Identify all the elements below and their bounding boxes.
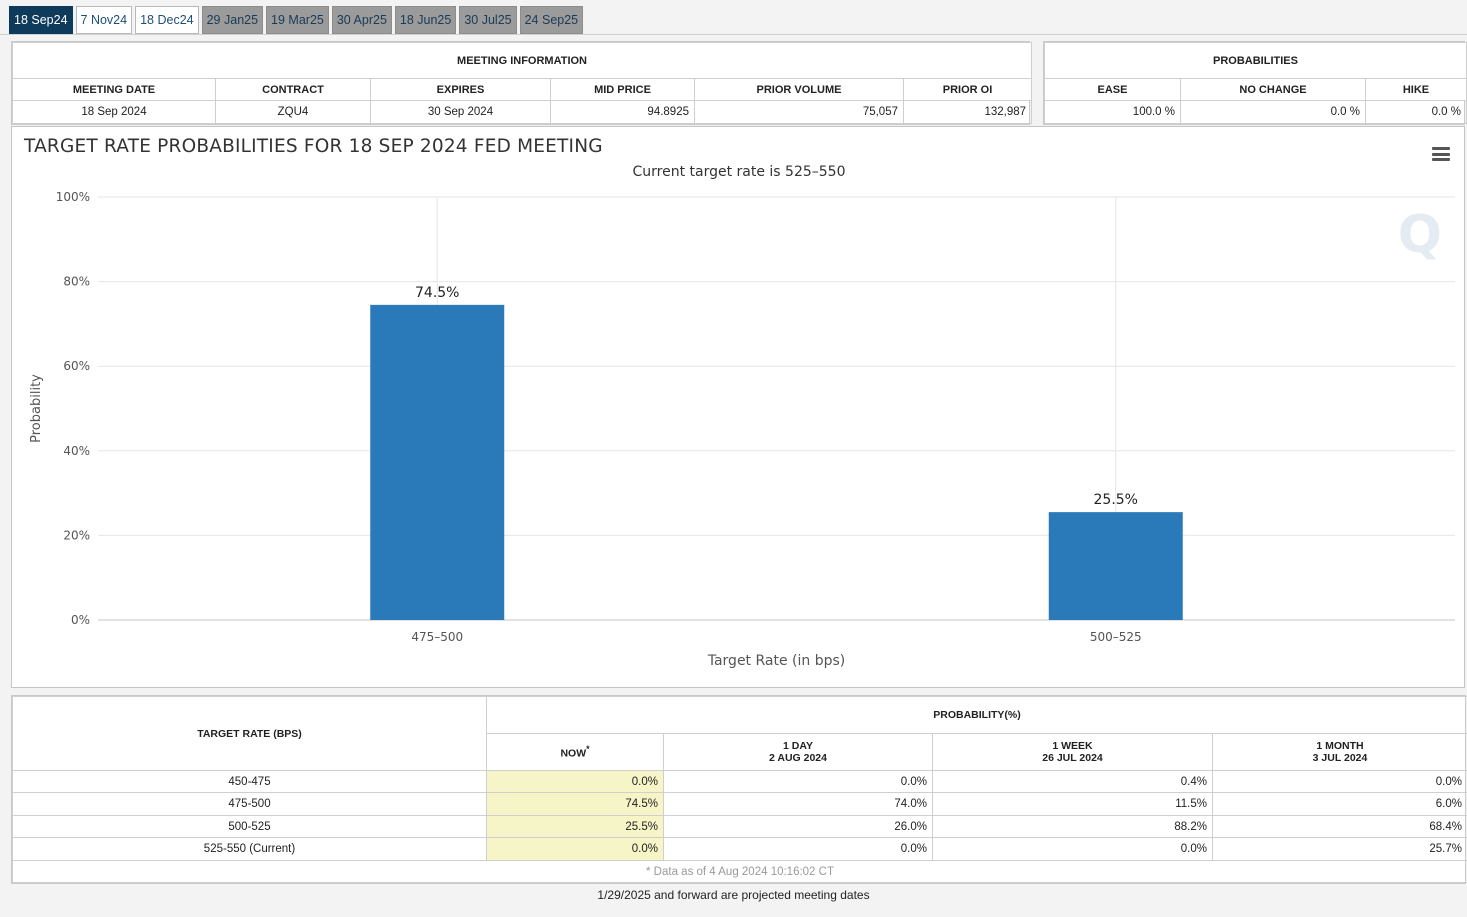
hamburger-menu-icon[interactable] <box>1432 147 1450 161</box>
x-tick-label: 475–500 <box>411 630 463 644</box>
meeting-tabs: 18 Sep24 7 Nov24 18 Dec24 29 Jan25 19 Ma… <box>9 6 584 34</box>
header-1-week: 1 WEEK 26 JUL 2024 <box>932 733 1213 771</box>
y-tick-label: 20% <box>63 528 90 542</box>
now-asterisk: * <box>586 744 590 755</box>
y-tick-label: 80% <box>63 275 90 289</box>
y-tick-label: 100% <box>56 190 90 204</box>
day-cell: 0.0% <box>663 770 933 793</box>
day-cell: 74.0% <box>663 792 933 816</box>
header-1-day: 1 DAY 2 AUG 2024 <box>663 733 933 771</box>
mid-price-value: 94.8925 <box>550 100 695 124</box>
projected-dates-note: 1/29/2025 and forward are projected meet… <box>597 888 870 902</box>
month-cell: 25.7% <box>1212 837 1467 861</box>
bar-500–525 <box>1048 512 1183 620</box>
table-row: 475-500 74.5% 74.0% 11.5% 6.0% <box>12 792 1467 816</box>
rate-cell: 525-550 (Current) <box>12 837 487 861</box>
x-axis-title: Target Rate (in bps) <box>707 653 846 669</box>
prior-oi-value: 132,987 <box>902 100 1033 124</box>
tab-7-nov24[interactable]: 7 Nov24 <box>75 6 133 34</box>
meeting-date-value: 18 Sep 2024 <box>12 100 216 124</box>
table-row: 500-525 25.5% 26.0% 88.2% 68.4% <box>12 815 1467 838</box>
month-cell: 68.4% <box>1212 815 1467 838</box>
header-ease: EASE <box>1044 78 1181 101</box>
week-cell: 88.2% <box>932 815 1213 838</box>
y-axis-title: Probability <box>29 374 44 443</box>
probabilities-table: PROBABILITIES EASE NO CHANGE HIKE 100.0 … <box>1044 42 1467 124</box>
probabilities-panel: PROBABILITIES EASE NO CHANGE HIKE 100.0 … <box>1043 41 1467 125</box>
bar-475–500 <box>370 304 505 620</box>
week-cell: 0.0% <box>932 837 1213 861</box>
tab-30-apr25[interactable]: 30 Apr25 <box>331 6 392 34</box>
header-meeting-date: MEETING DATE <box>12 78 216 101</box>
now-cell: 0.0% <box>486 770 664 793</box>
tab-18-sep24[interactable]: 18 Sep24 <box>9 6 73 34</box>
header-expires: EXPIRES <box>370 78 551 101</box>
expires-value: 30 Sep 2024 <box>370 100 551 124</box>
ease-value: 100.0 % <box>1044 100 1181 124</box>
header-hike: HIKE <box>1365 78 1467 101</box>
hike-value: 0.0 % <box>1365 100 1467 124</box>
tab-18-dec24[interactable]: 18 Dec24 <box>135 6 199 34</box>
y-tick-label: 60% <box>63 359 90 373</box>
meeting-information-panel: MEETING INFORMATION MEETING DATE CONTRAC… <box>11 41 1033 125</box>
no-change-value: 0.0 % <box>1180 100 1366 124</box>
chart-title: TARGET RATE PROBABILITIES FOR 18 SEP 202… <box>24 136 603 157</box>
tab-29-jan25[interactable]: 29 Jan25 <box>201 6 264 34</box>
header-contract: CONTRACT <box>215 78 371 101</box>
header-probability: PROBABILITY(%) <box>486 696 1467 734</box>
chart-subtitle: Current target rate is 525–550 <box>632 164 846 180</box>
probabilities-caption: PROBABILITIES <box>1044 42 1467 79</box>
meeting-information-caption: MEETING INFORMATION <box>11 42 1033 79</box>
header-target-rate: TARGET RATE (BPS) <box>12 696 487 771</box>
y-tick-label: 0% <box>71 613 90 627</box>
tab-24-sep25[interactable]: 24 Sep25 <box>519 6 584 34</box>
now-cell: 0.0% <box>486 837 664 861</box>
bar-chart: 0% 20% 40% 60% 80% 100% 74.5% 475–500 25.5% 500–5… <box>29 190 1455 669</box>
contract-value: ZQU4 <box>215 100 371 124</box>
tabs-divider <box>0 34 1467 35</box>
month-cell: 0.0% <box>1212 770 1467 793</box>
prior-volume-value: 75,057 <box>694 100 904 124</box>
tab-30-jul25[interactable]: 30 Jul25 <box>459 6 517 34</box>
day-cell: 26.0% <box>663 815 933 838</box>
header-now: NOW* <box>486 733 664 771</box>
probability-table: TARGET RATE (BPS) PROBABILITY(%) NOW* 1 … <box>12 696 1467 883</box>
tab-19-mar25[interactable]: 19 Mar25 <box>266 6 329 34</box>
header-mid-price: MID PRICE <box>550 78 695 101</box>
header-prior-volume: PRIOR VOLUME <box>694 78 904 101</box>
header-1-month: 1 MONTH 3 JUL 2024 <box>1212 733 1467 771</box>
month-cell: 6.0% <box>1212 792 1467 816</box>
now-cell: 74.5% <box>486 792 664 816</box>
now-cell: 25.5% <box>486 815 664 838</box>
rate-cell: 500-525 <box>12 815 487 838</box>
data-label: 74.5% <box>415 285 459 301</box>
data-timestamp-footnote: * Data as of 4 Aug 2024 10:16:02 CT <box>12 860 1467 883</box>
table-row: 450-475 0.0% 0.0% 0.4% 0.0% <box>12 770 1467 793</box>
table-row: 525-550 (Current) 0.0% 0.0% 0.0% 25.7% <box>12 837 1467 861</box>
rate-cell: 450-475 <box>12 770 487 793</box>
week-cell: 0.4% <box>932 770 1213 793</box>
meeting-information-table: MEETING INFORMATION MEETING DATE CONTRAC… <box>11 42 1033 124</box>
y-tick-label: 40% <box>63 444 90 458</box>
rate-cell: 475-500 <box>12 792 487 816</box>
quikstrike-watermark-logo: Q <box>1397 205 1442 265</box>
week-cell: 11.5% <box>932 792 1213 816</box>
x-tick-label: 500–525 <box>1090 630 1142 644</box>
tab-18-jun25[interactable]: 18 Jun25 <box>394 6 457 34</box>
target-rate-chart-panel: TARGET RATE PROBABILITIES FOR 18 SEP 202… <box>11 126 1465 688</box>
data-label: 25.5% <box>1094 492 1138 508</box>
probability-table-panel: TARGET RATE (BPS) PROBABILITY(%) NOW* 1 … <box>11 695 1467 884</box>
header-prior-oi: PRIOR OI <box>902 78 1033 101</box>
header-no-change: NO CHANGE <box>1180 78 1366 101</box>
day-cell: 0.0% <box>663 837 933 861</box>
